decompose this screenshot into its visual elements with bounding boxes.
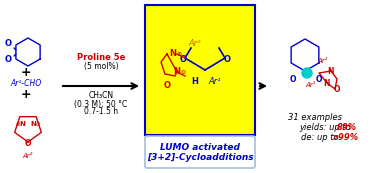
Text: 31 examples: 31 examples bbox=[288, 112, 342, 121]
Text: O: O bbox=[180, 56, 186, 65]
Text: yields: up to: yields: up to bbox=[299, 122, 353, 131]
Text: ⊕: ⊕ bbox=[177, 52, 181, 57]
Text: Ar¹: Ar¹ bbox=[306, 82, 316, 88]
Text: CH₃CN: CH₃CN bbox=[88, 92, 113, 101]
Text: Proline 5e: Proline 5e bbox=[77, 53, 125, 62]
Text: [3+2]-Cycloadditions: [3+2]-Cycloadditions bbox=[147, 153, 253, 162]
Text: ⊖: ⊖ bbox=[36, 121, 40, 126]
Text: O: O bbox=[25, 139, 31, 148]
Text: Ar²: Ar² bbox=[189, 39, 201, 48]
Text: Ar¹: Ar¹ bbox=[209, 78, 221, 86]
Circle shape bbox=[302, 68, 312, 78]
Text: 0.7-1.5 h: 0.7-1.5 h bbox=[84, 107, 118, 116]
FancyBboxPatch shape bbox=[145, 5, 255, 135]
Text: O: O bbox=[5, 56, 11, 65]
Text: Ar²: Ar² bbox=[318, 58, 328, 64]
Text: N: N bbox=[19, 121, 25, 127]
Text: Ar¹-CHO: Ar¹-CHO bbox=[10, 80, 42, 89]
Text: +: + bbox=[21, 66, 31, 79]
Text: LUMO activated: LUMO activated bbox=[160, 143, 240, 152]
Text: H: H bbox=[192, 78, 198, 86]
Text: O: O bbox=[164, 81, 170, 90]
Text: +: + bbox=[21, 88, 31, 101]
Text: N: N bbox=[174, 67, 181, 76]
Text: ⊖: ⊖ bbox=[180, 70, 186, 75]
Text: N: N bbox=[169, 49, 177, 58]
Text: N: N bbox=[30, 121, 36, 127]
FancyBboxPatch shape bbox=[145, 136, 255, 168]
Text: >99%: >99% bbox=[331, 133, 358, 142]
Text: Ar²: Ar² bbox=[23, 153, 33, 159]
Text: O: O bbox=[334, 84, 340, 93]
Text: (0.3 M); 50 °C: (0.3 M); 50 °C bbox=[74, 99, 128, 108]
Text: (5 mol%): (5 mol%) bbox=[84, 62, 118, 71]
Text: ⊕: ⊕ bbox=[16, 121, 20, 126]
Text: N: N bbox=[328, 66, 334, 75]
Text: 89%: 89% bbox=[337, 122, 357, 131]
Text: O: O bbox=[5, 39, 11, 48]
Text: O: O bbox=[290, 75, 296, 84]
Text: O: O bbox=[316, 75, 322, 84]
Text: N: N bbox=[324, 79, 330, 88]
Text: O: O bbox=[223, 56, 231, 65]
Text: de: up to: de: up to bbox=[301, 133, 341, 142]
